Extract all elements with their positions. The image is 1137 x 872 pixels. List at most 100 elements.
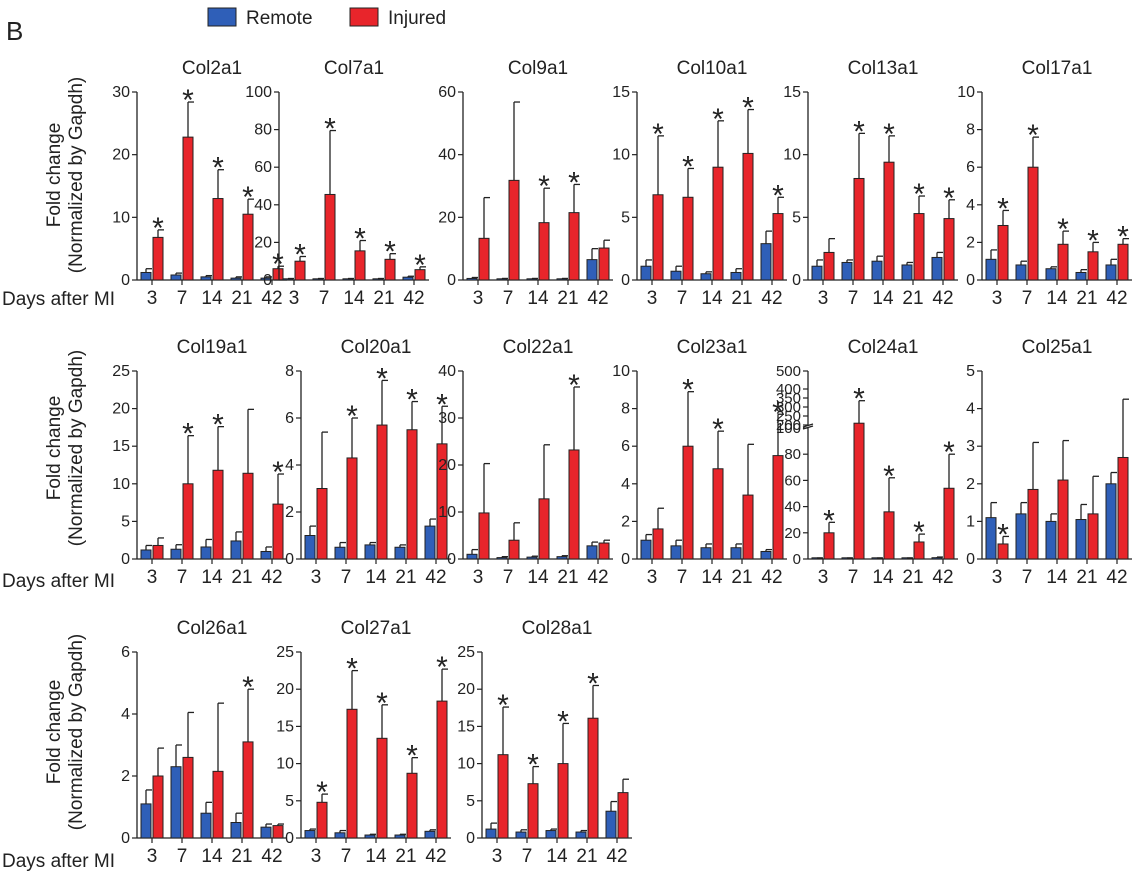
x-tick-label: 42 [587, 567, 608, 588]
y-tick-label: 5 [466, 793, 475, 810]
significance-asterisk: * [346, 653, 358, 686]
y-tick-label: 0 [285, 830, 294, 847]
x-tick-label: 42 [1106, 288, 1127, 309]
chart-title: Col9a1 [508, 58, 568, 79]
x-tick-label: 14 [365, 567, 387, 588]
y-tick-label: 10 [112, 476, 130, 493]
bar-injured-21 [587, 717, 599, 839]
x-tick-label: 7 [177, 288, 188, 309]
y-tick-label: 10 [783, 147, 801, 164]
bar-injured-21 [242, 472, 254, 560]
y-tick-label: 10 [957, 84, 975, 101]
bar-injured-42 [272, 503, 284, 560]
y-tick-label: 80 [784, 446, 801, 463]
bar-remote-21 [394, 546, 406, 560]
chart-panel-col22a1: 0 10 20 30 40 Col22a1 3 7 14 21 * 42 [438, 337, 613, 588]
y-tick-label: 3 [966, 438, 975, 455]
x-tick-label: 3 [818, 288, 829, 309]
charts-area: 0102030Col2a13*7*14*21*42*020406080100Co… [112, 58, 1132, 867]
significance-asterisk: * [436, 651, 448, 684]
significance-asterisk: * [527, 749, 539, 782]
chart-title: Col10a1 [677, 58, 748, 79]
x-tick-label: 42 [932, 567, 953, 588]
significance-asterisk: * [212, 152, 224, 185]
bar-injured-42 [772, 455, 784, 560]
x-tick-label: 14 [201, 846, 223, 867]
x-tick-label: 7 [177, 846, 188, 867]
bar-remote-42 [1105, 264, 1117, 281]
y-axis-title-line-1: Fold change [44, 123, 65, 228]
bar-remote-3 [985, 517, 997, 560]
y-tick-label: 0 [121, 830, 130, 847]
bar-remote-14 [200, 276, 212, 281]
significance-asterisk: * [682, 150, 694, 183]
significance-asterisk: * [346, 400, 358, 433]
bar-remote-7 [170, 548, 182, 560]
chart-title: Col24a1 [848, 337, 919, 358]
significance-asterisk: * [823, 504, 835, 537]
bar-injured-7 [527, 783, 539, 839]
y-tick-label: 0 [447, 272, 456, 289]
bar-injured-21 [913, 213, 925, 281]
y-axis-title-row-3: Fold change (Normalized by Gapdh) [44, 634, 87, 830]
bar-injured-7 [853, 422, 865, 560]
significance-asterisk: * [997, 518, 1009, 551]
bar-injured-3 [497, 754, 509, 839]
y-tick-label: 2 [285, 504, 294, 521]
y-tick-label: 250 [776, 408, 801, 425]
x-tick-label: 21 [373, 288, 394, 309]
legend-label-remote: Remote [246, 8, 313, 29]
bar-remote-14 [700, 547, 712, 560]
x-tick-label: 3 [492, 846, 503, 867]
bar-remote-42 [1105, 483, 1117, 560]
chart-title: Col25a1 [1022, 337, 1093, 358]
y-tick-label: 8 [966, 122, 975, 139]
y-tick-label: 0 [263, 272, 272, 289]
x-tick-label: 14 [872, 567, 894, 588]
y-tick-label: 10 [457, 756, 475, 773]
bar-injured-3 [478, 237, 490, 281]
bar-injured-7 [853, 177, 865, 281]
bar-injured-21 [1087, 513, 1099, 560]
significance-asterisk: * [913, 178, 925, 211]
y-tick-label: 2 [966, 476, 975, 493]
x-tick-label: 3 [992, 567, 1003, 588]
chart-title: Col23a1 [677, 337, 748, 358]
y-tick-label: 5 [121, 513, 130, 530]
y-tick-label: 2 [121, 768, 130, 785]
y-tick-label: 40 [254, 197, 272, 214]
y-tick-label: 10 [612, 147, 630, 164]
significance-asterisk: * [406, 384, 418, 417]
x-tick-label: 3 [647, 288, 658, 309]
x-tick-label: 21 [902, 567, 923, 588]
significance-asterisk: * [497, 689, 509, 722]
significance-asterisk: * [883, 118, 895, 151]
y-tick-label: 6 [121, 644, 130, 661]
x-tick-label: 14 [546, 846, 568, 867]
significance-asterisk: * [943, 436, 955, 469]
y-axis-title-row-2: Fold change (Normalized by Gapdh) [44, 350, 87, 546]
bar-remote-21 [556, 556, 568, 560]
bar-remote-14 [200, 812, 212, 839]
significance-asterisk: * [568, 166, 580, 199]
y-axis-title-line-1: Fold change [44, 680, 65, 785]
x-tick-label: 3 [147, 567, 158, 588]
significance-asterisk: * [1027, 119, 1039, 152]
bar-remote-3 [811, 265, 823, 281]
y-tick-label: 5 [966, 363, 975, 380]
y-tick-label: 15 [276, 718, 294, 735]
y-tick-label: 10 [612, 363, 630, 380]
x-tick-label: 3 [147, 846, 158, 867]
x-tick-label: 42 [425, 846, 446, 867]
bar-remote-14 [364, 544, 376, 560]
bar-remote-3 [466, 277, 478, 281]
bar-remote-3 [304, 830, 316, 839]
x-tick-label: 7 [503, 567, 514, 588]
x-tick-label: 21 [576, 846, 597, 867]
x-tick-label: 14 [1046, 288, 1068, 309]
bar-remote-7 [670, 545, 682, 560]
y-tick-label: 5 [285, 793, 294, 810]
bar-remote-21 [730, 271, 742, 281]
bar-remote-42 [402, 276, 414, 281]
significance-asterisk: * [587, 667, 599, 700]
